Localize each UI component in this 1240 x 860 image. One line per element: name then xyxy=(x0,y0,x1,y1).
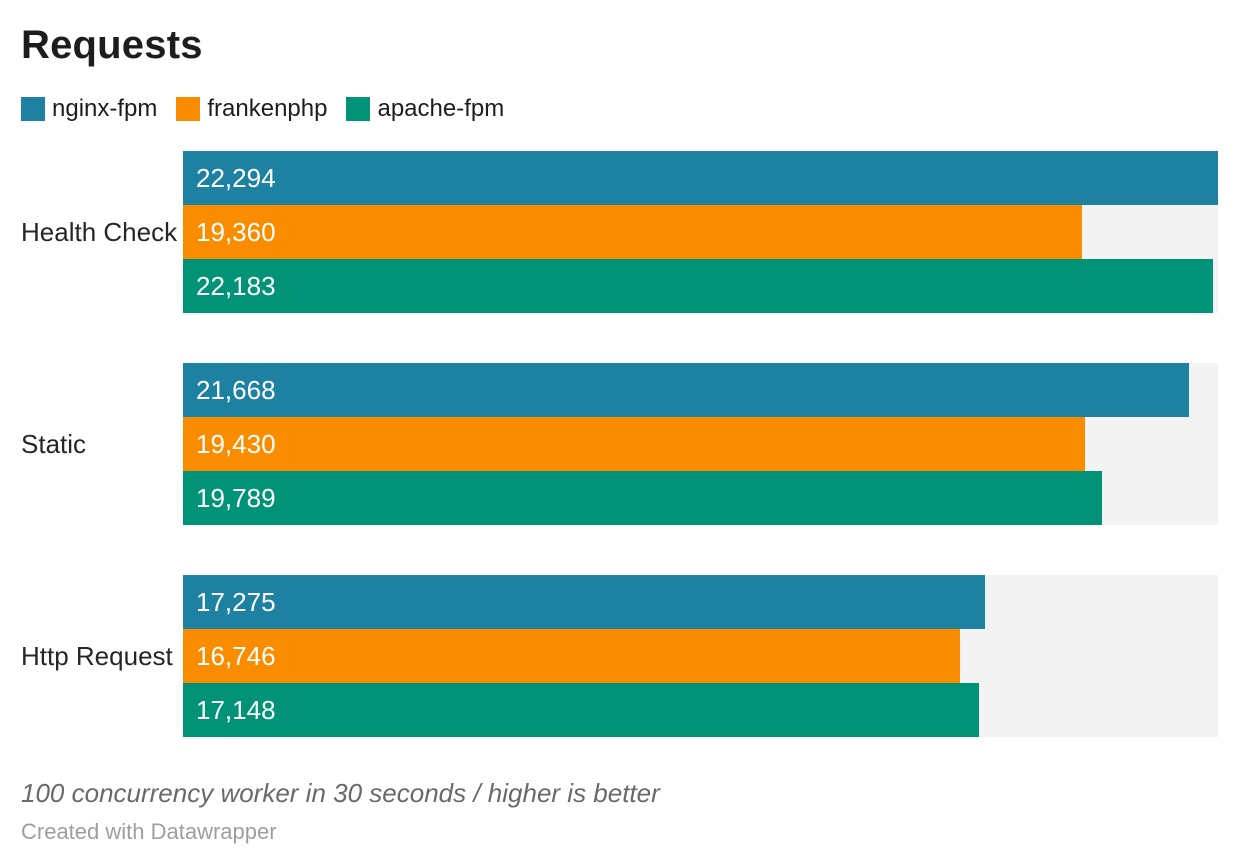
legend-item-nginx-fpm: nginx-fpm xyxy=(21,97,157,121)
bar-track: 16,746 xyxy=(183,629,1218,683)
bar-group: Health Check 22,294 19,360 22,183 xyxy=(21,151,1218,313)
bar-nginx-fpm: 17,275 xyxy=(183,575,985,629)
bar-track: 17,275 xyxy=(183,575,1218,629)
bar-track: 21,668 xyxy=(183,363,1218,417)
bar-nginx-fpm: 22,294 xyxy=(183,151,1218,205)
legend-item-apache-fpm: apache-fpm xyxy=(346,97,504,121)
legend-item-frankenphp: frankenphp xyxy=(176,97,327,121)
bar-value-label: 19,360 xyxy=(196,216,276,247)
bar-track: 19,789 xyxy=(183,471,1218,525)
legend-label: nginx-fpm xyxy=(52,95,158,122)
bar-track: 22,183 xyxy=(183,259,1218,313)
bar-group: Static 21,668 19,430 19,789 xyxy=(21,363,1218,525)
legend-label: apache-fpm xyxy=(377,95,505,122)
bar-stack: 17,275 16,746 17,148 xyxy=(183,575,1218,737)
bar-value-label: 21,668 xyxy=(196,374,276,405)
bar-frankenphp: 19,360 xyxy=(183,205,1082,259)
bar-value-label: 17,275 xyxy=(196,586,276,617)
bar-apache-fpm: 22,183 xyxy=(183,259,1213,313)
chart-title: Requests xyxy=(21,23,203,67)
bar-frankenphp: 16,746 xyxy=(183,629,961,683)
bar-track: 19,430 xyxy=(183,417,1218,471)
bar-apache-fpm: 17,148 xyxy=(183,683,980,737)
bar-value-label: 17,148 xyxy=(196,694,276,725)
legend-swatch-apache-fpm xyxy=(346,97,371,121)
category-label: Health Check xyxy=(21,216,178,247)
category-label: Static xyxy=(21,428,87,459)
bar-stack: 22,294 19,360 22,183 xyxy=(183,151,1218,313)
bar-track: 22,294 xyxy=(183,151,1218,205)
chart-note: 100 concurrency worker in 30 seconds / h… xyxy=(21,778,660,808)
bar-track: 17,148 xyxy=(183,683,1218,737)
bar-stack: 21,668 19,430 19,789 xyxy=(183,363,1218,525)
bar-apache-fpm: 19,789 xyxy=(183,471,1102,525)
legend: nginx-fpm frankenphp apache-fpm xyxy=(21,97,1218,121)
bar-value-label: 19,789 xyxy=(196,482,276,513)
category-label: Http Request xyxy=(21,640,173,671)
legend-label: frankenphp xyxy=(207,95,328,122)
bar-value-label: 16,746 xyxy=(196,640,276,671)
bar-nginx-fpm: 21,668 xyxy=(183,363,1189,417)
bar-group: Http Request 17,275 16,746 17,148 xyxy=(21,575,1218,737)
attribution-text: Created with Datawrapper xyxy=(21,819,277,844)
bar-frankenphp: 19,430 xyxy=(183,417,1086,471)
bar-chart: Health Check 22,294 19,360 22,183 Static 21,6… xyxy=(21,151,1218,737)
legend-swatch-frankenphp xyxy=(176,97,201,121)
bar-track: 19,360 xyxy=(183,205,1218,259)
bar-value-label: 19,430 xyxy=(196,428,276,459)
legend-swatch-nginx-fpm xyxy=(21,97,45,121)
bar-value-label: 22,294 xyxy=(196,162,276,193)
bar-value-label: 22,183 xyxy=(196,270,276,301)
